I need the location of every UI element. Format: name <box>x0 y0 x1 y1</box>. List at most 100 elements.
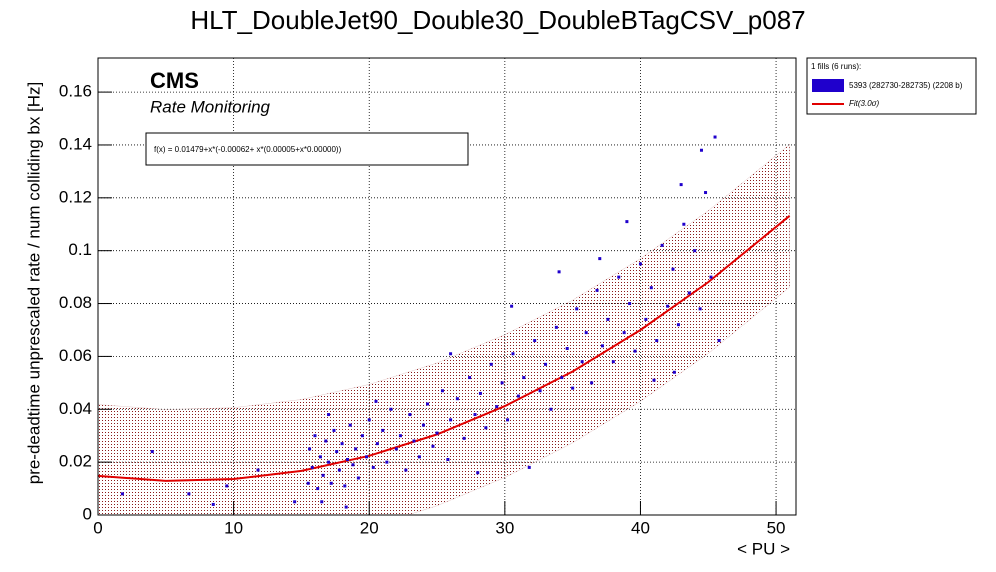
data-point <box>595 288 599 292</box>
fit-formula: f(x) = 0.01479+x*(-0.00062+ x*(0.00005+x… <box>154 145 342 154</box>
data-point <box>606 317 610 321</box>
experiment-label: CMS <box>150 68 199 93</box>
data-point <box>327 413 331 417</box>
data-point <box>584 331 588 335</box>
data-point <box>381 428 385 432</box>
data-point <box>571 386 575 390</box>
data-point <box>698 307 702 311</box>
data-point <box>611 360 615 364</box>
x-tick-label: 0 <box>93 518 102 537</box>
data-point <box>709 275 713 279</box>
data-point <box>560 376 564 380</box>
data-point <box>417 455 421 459</box>
data-point <box>408 413 412 417</box>
data-point <box>435 431 439 435</box>
y-tick-label: 0.04 <box>59 399 92 418</box>
data-point <box>394 447 398 451</box>
data-point <box>565 346 569 350</box>
legend-title: 1 fills (6 runs): <box>811 62 861 71</box>
data-point <box>633 349 637 353</box>
data-point <box>374 399 378 403</box>
data-point <box>335 450 339 454</box>
data-point <box>468 376 472 380</box>
data-point <box>544 362 548 366</box>
data-point <box>625 220 629 224</box>
data-point <box>704 191 708 195</box>
data-point <box>365 455 369 459</box>
data-point <box>150 450 154 454</box>
data-point <box>440 389 444 393</box>
data-point <box>329 481 333 485</box>
data-point <box>693 249 697 253</box>
data-point <box>351 463 355 467</box>
data-point <box>462 436 466 440</box>
data-point <box>306 481 310 485</box>
data-point <box>449 352 453 356</box>
data-point <box>431 444 435 448</box>
data-point <box>344 505 348 509</box>
fit-formula-box <box>145 132 469 166</box>
data-point <box>446 457 450 461</box>
data-point <box>389 407 393 411</box>
data-point <box>187 492 191 496</box>
x-tick-label: 40 <box>631 518 650 537</box>
data-point <box>348 423 352 427</box>
data-point <box>404 468 408 472</box>
data-point <box>455 397 459 401</box>
data-point <box>211 502 215 506</box>
data-point <box>511 352 515 356</box>
data-point <box>500 381 504 385</box>
y-tick-label: 0.02 <box>59 452 92 471</box>
data-point <box>120 492 124 496</box>
data-point <box>580 360 584 364</box>
data-point <box>655 339 659 343</box>
data-point <box>549 407 553 411</box>
data-point <box>316 487 320 491</box>
data-point <box>318 455 322 459</box>
data-point <box>385 460 389 464</box>
data-point <box>337 468 341 472</box>
data-point <box>666 304 670 308</box>
data-point <box>652 378 656 382</box>
y-tick-label: 0.16 <box>59 82 92 101</box>
data-point <box>449 418 453 422</box>
data-point <box>644 317 648 321</box>
data-point <box>622 331 626 335</box>
subtitle: Rate Monitoring <box>150 97 271 116</box>
y-tick-label: 0.12 <box>59 187 92 206</box>
data-point <box>538 389 542 393</box>
data-point <box>356 476 360 480</box>
data-point <box>367 418 371 422</box>
data-point <box>354 447 358 451</box>
data-point <box>327 460 331 464</box>
data-point <box>660 243 664 247</box>
y-tick-label: 0.06 <box>59 346 92 365</box>
y-tick-label: 0 <box>83 504 92 523</box>
x-axis-label: < PU > <box>737 539 790 558</box>
data-point <box>495 405 499 409</box>
data-point <box>527 465 531 469</box>
data-point <box>398 434 402 438</box>
plot-frame <box>97 57 797 516</box>
data-point <box>600 344 604 348</box>
fit-band <box>98 144 790 515</box>
y-tick-label: 0.1 <box>68 240 92 259</box>
legend-label: 5393 (282730-282735) (2208 b) <box>849 81 963 90</box>
data-point <box>421 423 425 427</box>
x-tick-label: 20 <box>360 518 379 537</box>
data-point <box>343 484 347 488</box>
data-point <box>324 439 328 443</box>
data-point <box>649 286 653 290</box>
plot-area <box>98 58 796 515</box>
data-point <box>320 500 324 504</box>
data-point <box>225 484 229 488</box>
data-point <box>332 428 336 432</box>
data-point <box>671 267 675 271</box>
data-point <box>489 362 493 366</box>
data-point <box>554 325 558 329</box>
data-point <box>412 439 416 443</box>
data-point <box>478 391 482 395</box>
data-point <box>293 500 297 504</box>
data-point <box>628 302 632 306</box>
data-point <box>682 222 686 226</box>
